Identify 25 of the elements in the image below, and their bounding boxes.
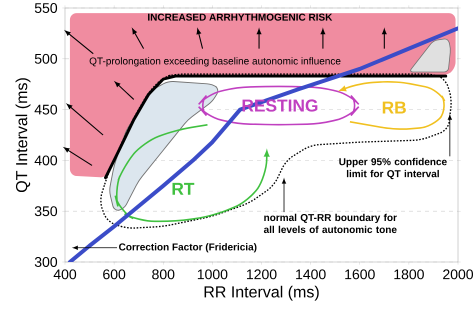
x-axis-title: RR Interval (ms) (204, 286, 319, 301)
x-tick-label: 1200 (246, 269, 277, 280)
annotation: normal QT-RR boundary for all levels of autonomic tone (264, 214, 397, 234)
annotation: Correction Factor (Fridericia) (119, 243, 256, 252)
annotation: Upper 95% confidence limit for QT interval (339, 158, 447, 180)
x-tick-label: 400 (54, 269, 76, 280)
y-tick-label: 300 (34, 257, 58, 267)
x-tick-label: 1400 (296, 269, 326, 280)
annotation: QT-prolongation exceeding baseline autonomic influence (90, 57, 341, 66)
y-tick-label: 350 (34, 206, 58, 216)
x-tick-label: 1800 (394, 269, 424, 280)
annotation: INCREASED ARRHYTHMOGENIC RISK (148, 14, 332, 21)
y-tick-label: 450 (34, 104, 58, 115)
x-tick-label: 1000 (198, 269, 228, 280)
line-series (68, 26, 458, 262)
x-tick-label: 2000 (443, 269, 474, 280)
x-tick-label: 800 (152, 269, 174, 280)
x-tick-label: 600 (103, 269, 126, 280)
y-axis-title: QT Interval (ms) (16, 78, 30, 192)
y-tick-label: 500 (34, 54, 58, 64)
x-tick-label: 1600 (345, 269, 375, 280)
y-tick-label: 400 (34, 155, 58, 166)
annotation: RB (382, 102, 406, 114)
annotation: RT (172, 182, 194, 195)
y-tick-label: 550 (34, 3, 58, 13)
